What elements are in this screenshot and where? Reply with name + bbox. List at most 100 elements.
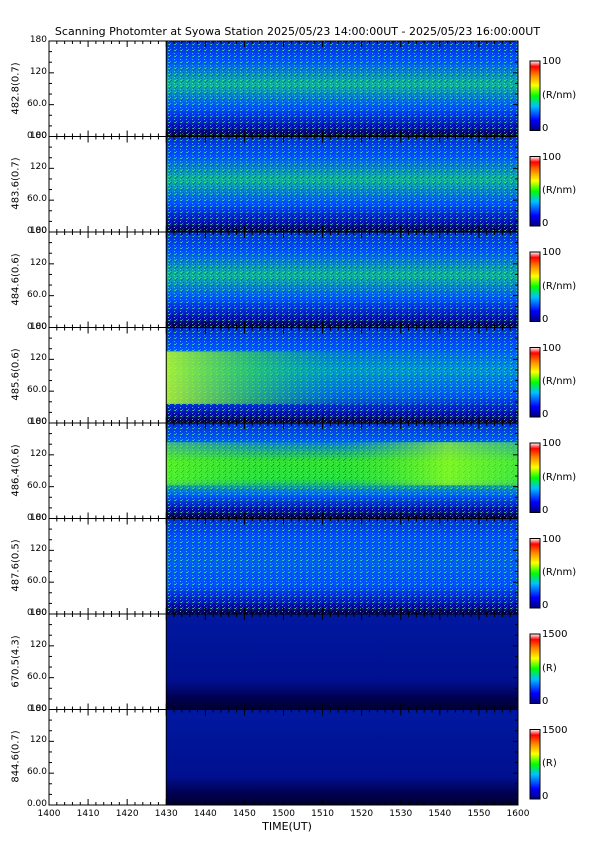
colorbar-cbar-min: 0 bbox=[542, 791, 549, 802]
colorbar-cbar-min: 0 bbox=[542, 122, 549, 134]
y-tick-label: 0.00 bbox=[26, 512, 47, 523]
colorbar-3 bbox=[529, 347, 541, 418]
emission-early-3 bbox=[166, 351, 518, 404]
colorbar-unit: (R/nm) bbox=[542, 376, 577, 388]
y-tick-label: 60.0 bbox=[26, 385, 47, 396]
colorbar-6 bbox=[529, 633, 541, 704]
y-tick-label: 120 bbox=[29, 257, 47, 268]
x-tick-label: 1410 bbox=[76, 809, 100, 819]
x-tick-label: 1520 bbox=[350, 809, 374, 819]
y-tick-label: 60.0 bbox=[26, 98, 47, 109]
heatmap-noise-5 bbox=[166, 518, 518, 614]
colorbar-7 bbox=[529, 729, 541, 800]
empty-region-2 bbox=[49, 232, 167, 328]
x-tick-label: 1530 bbox=[389, 809, 413, 819]
y-tick-label: 60.0 bbox=[26, 194, 47, 205]
emission-band-4 bbox=[166, 442, 518, 486]
y-tick-label: 120 bbox=[29, 162, 47, 173]
panel-label: 482.8(0.7) bbox=[10, 62, 22, 115]
panel-label: 485.6(0.6) bbox=[10, 348, 22, 401]
colorbar-unit: (R/nm) bbox=[542, 471, 577, 483]
colorbar-cbar-min: 0 bbox=[542, 695, 549, 707]
empty-region-6 bbox=[49, 614, 167, 710]
x-tick-label: 1450 bbox=[232, 809, 256, 819]
y-tick-label: 180 bbox=[29, 703, 47, 714]
x-tick-label: 1400 bbox=[37, 809, 61, 819]
colorbar-cbar-max: 100 bbox=[542, 533, 562, 545]
y-tick-label: 180 bbox=[29, 35, 47, 45]
x-tick-label: 1420 bbox=[115, 809, 139, 819]
colorbar-cbar-max: 100 bbox=[542, 56, 562, 67]
colorbar-unit: (R/nm) bbox=[542, 89, 577, 101]
colorbar-cbar-min: 0 bbox=[542, 218, 549, 229]
y-tick-label: 0.00 bbox=[26, 417, 47, 427]
colorbar-cbar-max: 100 bbox=[542, 438, 562, 449]
y-tick-label: 0.00 bbox=[26, 226, 47, 236]
y-tick-label: 180 bbox=[29, 417, 47, 427]
colorbar-2 bbox=[529, 251, 541, 322]
y-tick-label: 0.00 bbox=[26, 321, 47, 332]
x-tick-label: 1430 bbox=[154, 809, 178, 819]
heatmap-noise-1 bbox=[166, 136, 518, 232]
colorbar-cbar-max: 100 bbox=[542, 247, 562, 258]
y-tick-label: 60.0 bbox=[26, 671, 47, 682]
y-tick-label: 120 bbox=[29, 66, 47, 77]
colorbar-4 bbox=[529, 442, 541, 513]
y-tick-label: 180 bbox=[29, 226, 47, 236]
heatmap-7 bbox=[166, 709, 518, 805]
empty-region-4 bbox=[49, 423, 167, 519]
colorbar-cbar-min: 0 bbox=[542, 600, 549, 611]
y-tick-label: 120 bbox=[29, 735, 47, 746]
y-tick-label: 0.00 bbox=[26, 130, 47, 141]
y-tick-label: 60.0 bbox=[26, 767, 47, 778]
y-tick-label: 180 bbox=[29, 608, 47, 618]
x-tick-label: 1540 bbox=[428, 809, 452, 819]
y-tick-label: 0.00 bbox=[26, 608, 47, 618]
y-tick-label: 60.0 bbox=[26, 289, 47, 300]
colorbar-unit: (R/nm) bbox=[542, 280, 577, 292]
y-tick-label: 0.00 bbox=[26, 703, 47, 714]
x-tick-label: 1550 bbox=[467, 809, 491, 819]
y-tick-label: 120 bbox=[29, 639, 47, 650]
y-tick-label: 120 bbox=[29, 544, 47, 555]
colorbar-unit: (R) bbox=[542, 758, 557, 770]
panel-label: 483.6(0.7) bbox=[10, 157, 22, 210]
colorbar-cbar-max: 1500 bbox=[542, 629, 568, 640]
heatmap-noise-2 bbox=[166, 232, 518, 328]
y-tick-label: 60.0 bbox=[26, 480, 47, 491]
y-tick-label: 120 bbox=[29, 448, 47, 459]
panel-label: 670.5(4.3) bbox=[10, 635, 22, 688]
x-tick-label: 1440 bbox=[193, 809, 217, 819]
x-tick-label: 1600 bbox=[506, 809, 530, 819]
y-tick-label: 180 bbox=[29, 321, 47, 332]
colorbar-cbar-min: 0 bbox=[542, 313, 549, 325]
x-tick-label: 1510 bbox=[311, 809, 335, 819]
x-tick-label: 1500 bbox=[272, 809, 295, 819]
panel-label: 484.6(0.6) bbox=[10, 253, 22, 306]
colorbar-cbar-min: 0 bbox=[542, 409, 549, 420]
y-tick-label: 0.00 bbox=[26, 799, 47, 809]
panel-label: 844.6(0.7) bbox=[10, 730, 22, 783]
y-tick-label: 60.0 bbox=[26, 576, 47, 587]
colorbar-cbar-max: 100 bbox=[542, 151, 562, 163]
heatmap-6 bbox=[166, 614, 518, 710]
colorbar-5 bbox=[529, 538, 541, 609]
colorbar-unit: (R) bbox=[542, 662, 557, 674]
colorbar-0 bbox=[529, 60, 541, 131]
colorbar-unit: (R/nm) bbox=[542, 567, 577, 579]
empty-region-0 bbox=[49, 41, 167, 137]
heatmap-noise-0 bbox=[166, 41, 518, 137]
empty-region-3 bbox=[49, 327, 167, 423]
colorbar-cbar-max: 100 bbox=[542, 342, 562, 354]
panel-label: 487.6(0.5) bbox=[10, 539, 22, 592]
colorbar-cbar-min: 0 bbox=[542, 504, 549, 516]
y-tick-label: 180 bbox=[29, 512, 47, 523]
empty-region-7 bbox=[49, 709, 167, 805]
y-tick-label: 120 bbox=[29, 353, 47, 364]
colorbar-unit: (R/nm) bbox=[542, 185, 577, 197]
colorbar-1 bbox=[529, 156, 541, 227]
chart-title: Scanning Photomter at Syowa Station 2025… bbox=[54, 25, 541, 38]
x-axis-label: TIME(UT) bbox=[262, 820, 312, 833]
panel-label: 486.4(0.6) bbox=[10, 444, 22, 497]
